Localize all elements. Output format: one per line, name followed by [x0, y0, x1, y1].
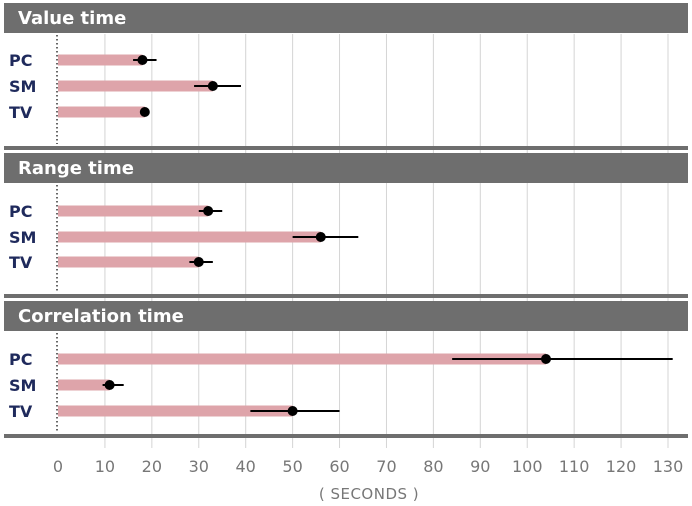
panel: Value time PC SM TV — [4, 3, 688, 150]
data-point — [139, 107, 150, 117]
category-label: TV — [9, 402, 33, 421]
category-label: TV — [9, 103, 33, 122]
x-tick-label: 60 — [329, 457, 349, 476]
panel-header — [4, 153, 688, 183]
x-tick-label: 50 — [282, 457, 302, 476]
category-label: PC — [9, 350, 32, 369]
x-tick-label: 30 — [189, 457, 209, 476]
data-point — [207, 81, 218, 91]
data-point — [104, 380, 115, 390]
x-axis: ( SECONDS ) 0 10 20 30 40 50 60 70 80 90 100 110 120… — [53, 457, 683, 503]
category-label: SM — [9, 77, 36, 96]
data-point — [287, 406, 298, 416]
category-label: SM — [9, 228, 36, 247]
bar — [58, 106, 145, 118]
x-tick-label: 70 — [376, 457, 396, 476]
panel-title: Correlation time — [18, 306, 184, 327]
bar — [58, 379, 110, 391]
x-tick-label: 0 — [53, 457, 63, 476]
data-point — [315, 232, 326, 242]
data-point — [193, 257, 204, 267]
bar — [58, 54, 143, 66]
data-point — [203, 206, 214, 216]
panel-title: Value time — [18, 8, 126, 29]
x-tick-label: 80 — [423, 457, 443, 476]
bar — [58, 231, 321, 243]
category-label: PC — [9, 202, 32, 221]
bar — [58, 353, 546, 365]
data-point — [137, 55, 148, 65]
bar — [58, 205, 209, 217]
x-tick-label: 90 — [470, 457, 490, 476]
category-label: SM — [9, 376, 36, 395]
panel-header — [4, 301, 688, 331]
panel-title: Range time — [18, 158, 134, 179]
bar — [58, 405, 293, 417]
bar — [58, 80, 213, 92]
x-axis-title: ( SECONDS ) — [319, 485, 419, 503]
panel: Correlation time PC SM TV — [4, 301, 688, 438]
x-tick-label: 10 — [95, 457, 115, 476]
x-tick-label: 100 — [512, 457, 543, 476]
x-tick-label: 20 — [142, 457, 162, 476]
category-label: PC — [9, 51, 32, 70]
category-label: TV — [9, 253, 33, 272]
panel: Range time PC SM TV — [4, 153, 688, 298]
data-point — [541, 354, 551, 364]
x-tick-label: 40 — [236, 457, 256, 476]
x-tick-label: 130 — [653, 457, 684, 476]
bar — [58, 256, 199, 268]
x-tick-label: 110 — [559, 457, 590, 476]
x-tick-label: 120 — [606, 457, 637, 476]
panel-header — [4, 3, 688, 33]
